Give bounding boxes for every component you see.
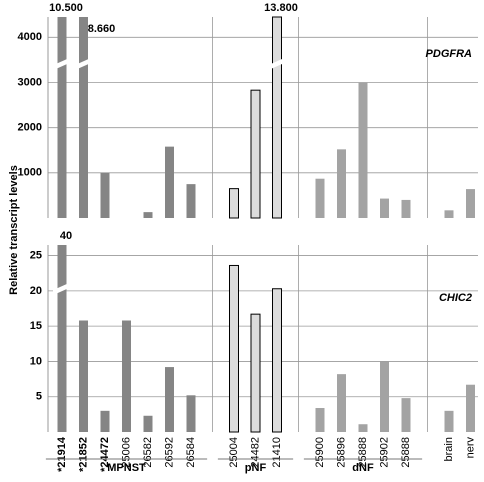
x-tick-label: 25006 [120,437,132,468]
x-tick-label: 25004 [228,437,240,468]
axis-break [53,282,71,296]
bar [122,320,131,432]
bar [165,367,174,432]
bar [229,188,239,219]
bar [444,410,454,432]
x-tick-label: 25902 [378,437,390,468]
bar [143,415,153,432]
axis-break [74,57,93,71]
y-axis-label: Relative transcript levels [8,165,20,295]
x-tick-label: brain [443,437,455,461]
y-tick-label: 15 [30,320,42,332]
y-tick-label: 1000 [18,167,42,179]
bar [79,320,88,432]
x-tick-label: *24472 [99,437,111,472]
value-label: 10.500 [49,2,83,14]
y-tick-label: 25 [30,249,42,261]
bar [100,172,110,218]
x-tick-label: 25900 [314,437,326,468]
bar [79,17,88,218]
y-tick-label: 4000 [18,31,42,43]
group-label: pNF [245,462,267,474]
x-tick-label: 21410 [271,437,283,468]
bar [186,395,196,432]
axis-break [53,57,71,71]
bar [186,184,196,218]
bar [57,17,67,218]
bar [401,398,411,432]
group-label: MPNST [107,462,146,474]
bar [380,361,389,432]
x-tick-label: 26582 [142,437,154,468]
bar [250,89,261,219]
group-label: dNF [352,462,374,474]
bar [250,313,261,433]
bar [229,264,239,433]
bar [337,374,346,432]
y-tick-label: 20 [30,285,42,297]
bar [401,199,411,218]
bar [315,408,325,432]
panel-title: CHIC2 [439,292,472,304]
bar [143,212,153,218]
x-tick-label: 24482 [249,437,261,468]
bar [380,198,389,218]
bar [444,210,454,218]
y-tick-label: 2000 [18,122,42,134]
bar [165,146,174,218]
panel-title: PDGFRA [426,48,473,60]
bar [358,424,368,432]
value-label: 8.660 [88,23,116,35]
x-tick-label: 26592 [163,437,175,468]
y-tick-label: 5 [36,391,42,403]
axis-break [268,57,286,71]
x-tick-label: nerv [464,437,476,459]
x-tick-label: 25888 [400,437,412,468]
x-tick-label: 26584 [185,437,197,468]
x-tick-label: *21852 [77,437,89,472]
bar [466,189,475,218]
bar [358,82,368,218]
x-tick-label: 25888 [357,437,369,468]
bar [57,245,67,432]
value-label: 13.800 [264,2,298,14]
bar [100,410,110,432]
y-tick-label: 3000 [18,76,42,88]
y-tick-label: 10 [30,355,42,367]
bar [337,149,346,218]
bar [315,178,325,218]
x-tick-label: 25896 [335,437,347,468]
bar [272,288,282,433]
x-tick-label: *21914 [56,436,68,472]
value-label: 40 [60,230,72,242]
bar [272,16,282,219]
bar [466,384,475,432]
